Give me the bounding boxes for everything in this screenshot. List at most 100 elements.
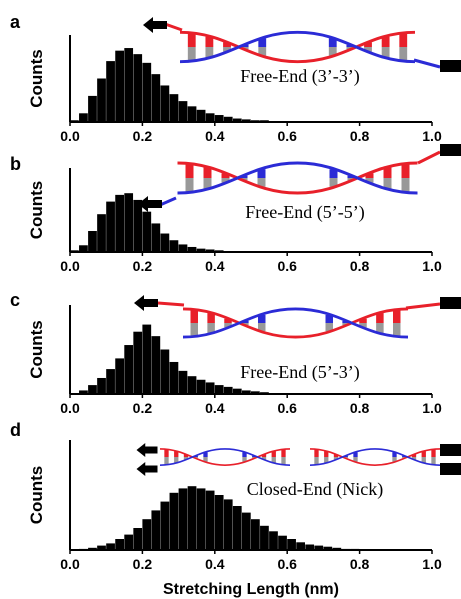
panel-label: c bbox=[10, 290, 20, 310]
cartoons bbox=[134, 17, 461, 476]
bar bbox=[88, 95, 97, 122]
x-tick-label: 0.8 bbox=[350, 258, 370, 274]
bar bbox=[79, 245, 88, 252]
x-tick-label: 0.4 bbox=[205, 400, 225, 416]
y-axis-label: Counts bbox=[27, 181, 46, 240]
bar bbox=[169, 94, 179, 122]
bar bbox=[160, 501, 170, 550]
x-tick-label: 0.2 bbox=[133, 258, 153, 274]
panel-label: a bbox=[10, 12, 21, 32]
bar bbox=[223, 116, 233, 122]
bar bbox=[142, 62, 152, 122]
bar bbox=[133, 54, 143, 122]
bar bbox=[169, 361, 179, 394]
x-tick-label: 0.4 bbox=[205, 128, 225, 144]
bar bbox=[241, 119, 251, 122]
x-tick-label: 0.8 bbox=[350, 556, 370, 572]
bar bbox=[178, 101, 188, 122]
bar bbox=[296, 542, 305, 550]
bar bbox=[106, 369, 115, 394]
x-tick-label: 1.0 bbox=[422, 556, 442, 572]
bar bbox=[241, 390, 251, 394]
bar bbox=[133, 331, 143, 394]
bar bbox=[124, 534, 134, 550]
bar bbox=[196, 488, 206, 550]
x-tick-label: 0.6 bbox=[277, 258, 297, 274]
x-tick-label: 0.0 bbox=[60, 556, 80, 572]
bar bbox=[142, 324, 152, 394]
bar bbox=[205, 249, 215, 252]
bar bbox=[187, 246, 197, 252]
bar bbox=[187, 106, 197, 122]
bar bbox=[79, 113, 88, 122]
bar bbox=[196, 379, 206, 394]
bar bbox=[196, 248, 206, 252]
x-tick-label: 0.4 bbox=[205, 258, 225, 274]
bar bbox=[205, 490, 215, 550]
x-tick-label: 0.2 bbox=[133, 556, 153, 572]
bar bbox=[115, 539, 124, 550]
x-tick-label: 0.4 bbox=[205, 556, 225, 572]
bar bbox=[178, 244, 188, 252]
bar bbox=[251, 519, 260, 550]
x-tick-label: 0.0 bbox=[60, 128, 80, 144]
bar bbox=[187, 376, 197, 394]
bar bbox=[232, 118, 242, 122]
bar bbox=[106, 543, 115, 550]
bar bbox=[196, 109, 206, 122]
bar bbox=[88, 385, 97, 394]
bar bbox=[232, 388, 242, 394]
bar bbox=[115, 194, 124, 252]
bar bbox=[160, 349, 170, 394]
bar bbox=[214, 385, 224, 394]
x-tick-label: 0.0 bbox=[60, 400, 80, 416]
panel-label: b bbox=[10, 154, 21, 174]
x-axis-label: Stretching Length (nm) bbox=[163, 581, 339, 598]
x-tick-label: 0.6 bbox=[277, 128, 297, 144]
bar bbox=[214, 495, 224, 550]
x-tick-label: 1.0 bbox=[422, 400, 442, 416]
bar bbox=[305, 544, 315, 550]
bar bbox=[314, 545, 324, 550]
bar bbox=[332, 547, 342, 550]
bar bbox=[88, 231, 97, 252]
bar bbox=[97, 545, 106, 550]
bar bbox=[97, 78, 106, 122]
bar bbox=[151, 336, 161, 394]
x-tick-label: 0.6 bbox=[277, 556, 297, 572]
annotation: Free-End (5’-5’) bbox=[245, 202, 364, 223]
bar bbox=[260, 525, 269, 550]
bar bbox=[251, 391, 260, 394]
bar bbox=[232, 506, 242, 550]
bar bbox=[124, 48, 134, 122]
annotation: Free-End (3’-3’) bbox=[240, 66, 359, 87]
bar bbox=[323, 546, 333, 550]
x-tick-label: 1.0 bbox=[422, 128, 442, 144]
x-tick-label: 0.6 bbox=[277, 400, 297, 416]
annotation: Free-End (5’-3’) bbox=[240, 362, 359, 383]
bar bbox=[241, 512, 251, 550]
bar bbox=[133, 528, 143, 550]
bar bbox=[278, 535, 287, 550]
bar bbox=[97, 214, 106, 252]
bar bbox=[214, 115, 224, 122]
bar bbox=[115, 50, 124, 122]
bar bbox=[142, 519, 152, 550]
x-tick-label: 0.8 bbox=[350, 400, 370, 416]
bar bbox=[223, 386, 233, 394]
bar bbox=[106, 61, 115, 122]
bar bbox=[169, 240, 179, 252]
bar bbox=[287, 539, 296, 550]
x-tick-label: 1.0 bbox=[422, 258, 442, 274]
x-tick-label: 0.0 bbox=[60, 258, 80, 274]
bar bbox=[223, 499, 233, 550]
annotations: 0.0 0.2 0.4 0.6 0.8 1.0 Counts a Free-End (3’-3’… bbox=[10, 12, 442, 598]
x-tick-label: 0.2 bbox=[133, 128, 153, 144]
bar bbox=[269, 531, 278, 550]
bar bbox=[160, 85, 170, 122]
bar bbox=[79, 390, 88, 394]
bar bbox=[97, 377, 106, 394]
bar bbox=[178, 488, 188, 550]
bar bbox=[205, 113, 215, 122]
